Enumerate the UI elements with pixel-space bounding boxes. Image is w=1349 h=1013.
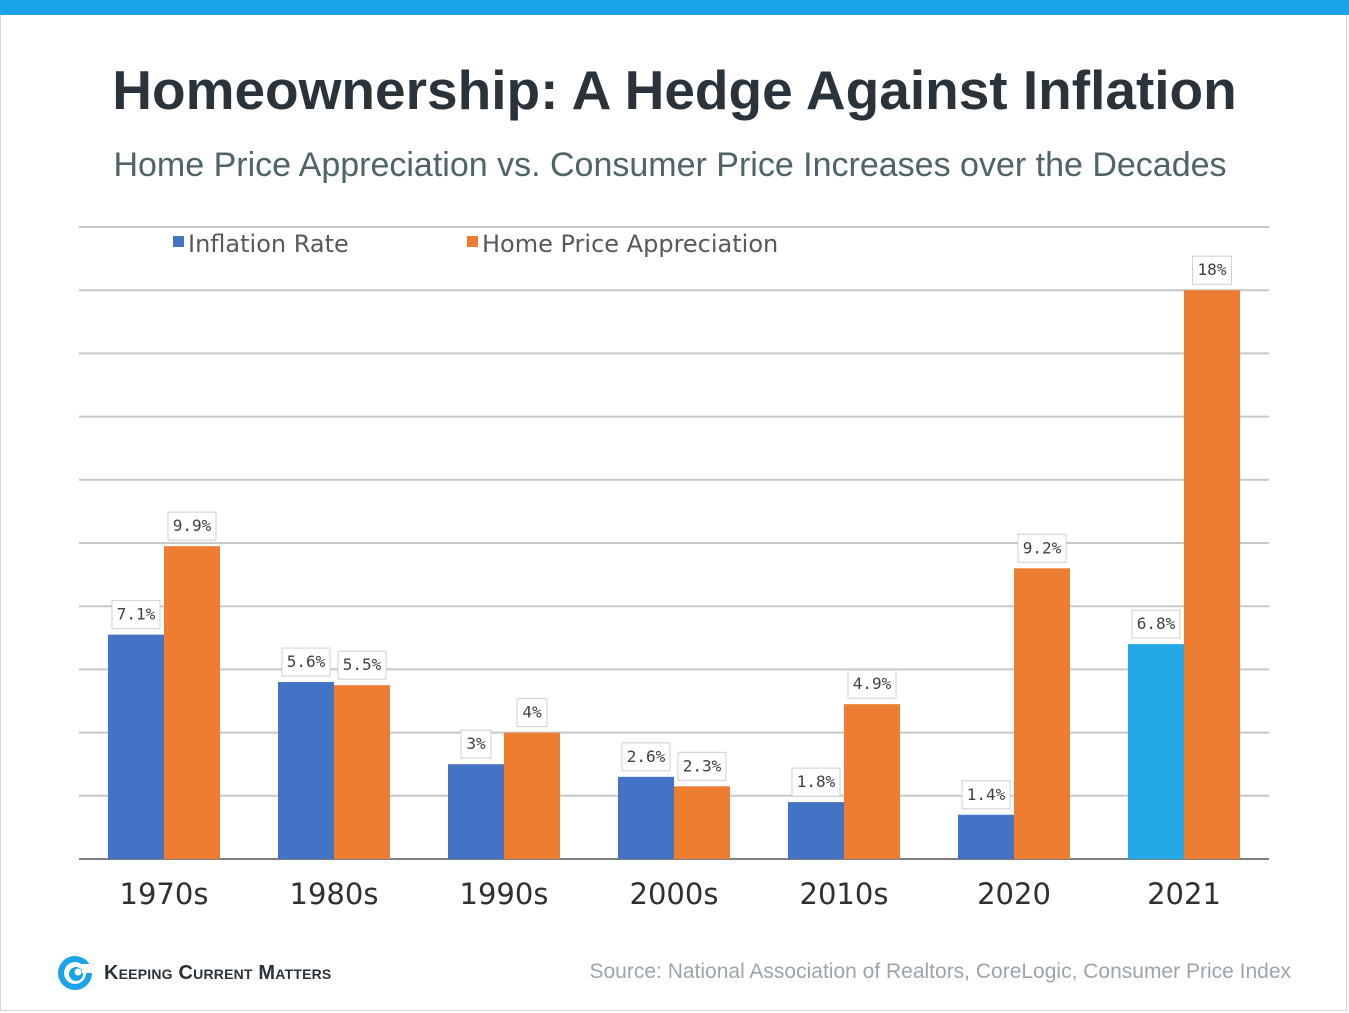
home-price-bar	[334, 685, 390, 859]
data-label: 7.1%	[117, 605, 156, 624]
home-price-bar	[844, 704, 900, 859]
data-label: 9.9%	[173, 516, 212, 535]
data-label-box	[167, 511, 217, 541]
x-tick-label: 2021	[1147, 877, 1221, 911]
inflation-bar	[958, 814, 1014, 859]
data-label: 5.5%	[343, 655, 382, 674]
data-label-box	[1131, 609, 1181, 639]
logo-text: Keeping Current Matters	[104, 961, 332, 984]
data-label: 6.8%	[1137, 614, 1176, 633]
inflation-bar	[448, 764, 504, 859]
x-tick-label: 2010s	[800, 877, 889, 911]
kcm-swirl-logo-icon	[58, 956, 94, 990]
inflation-bar	[108, 634, 164, 859]
inflation-bar	[278, 682, 334, 859]
home-price-bar	[504, 732, 560, 859]
data-label-box	[961, 780, 1011, 810]
inflation-bar	[1128, 644, 1184, 859]
data-label: 1.4%	[967, 785, 1006, 804]
x-tick-label: 1980s	[290, 877, 379, 911]
chart-title: Homeownership: A Hedge Against Inflation	[112, 59, 1237, 121]
data-label: 5.6%	[287, 652, 326, 671]
x-tick-label: 2020	[977, 877, 1051, 911]
data-label-box	[337, 650, 387, 680]
home-price-bar	[1014, 568, 1070, 859]
data-label: 2.6%	[627, 747, 666, 766]
data-label-box	[1192, 255, 1232, 285]
data-label: 1.8%	[797, 772, 836, 791]
data-label-box	[111, 600, 161, 630]
data-label: 2.3%	[683, 756, 722, 775]
data-label-box	[516, 698, 548, 728]
data-label: 4%	[522, 703, 542, 722]
data-label: 4.9%	[853, 674, 892, 693]
data-label-box	[621, 742, 671, 772]
inflation-bar	[788, 802, 844, 859]
data-label-box	[1017, 533, 1067, 563]
legend-inflation-swatch	[173, 236, 184, 247]
x-tick-label: 1990s	[460, 877, 549, 911]
data-label-box	[847, 669, 897, 699]
home-price-bar	[674, 786, 730, 859]
data-label: 9.2%	[1023, 538, 1062, 557]
top-accent-bar	[0, 0, 1349, 15]
legend-home-price-swatch	[467, 236, 478, 247]
chart-subtitle: Home Price Appreciation vs. Consumer Pri…	[113, 146, 1227, 184]
data-label: 3%	[466, 734, 486, 753]
legend-inflation-label: Inflation Rate	[188, 230, 349, 258]
logo: Keeping Current Matters	[56, 954, 331, 992]
home-price-bar	[164, 546, 220, 859]
x-tick-label: 1970s	[120, 877, 209, 911]
legend-home-price-label: Home Price Appreciation	[482, 230, 778, 258]
home-price-bar	[1184, 290, 1240, 859]
inflation-bar	[618, 776, 674, 859]
data-label-box	[677, 751, 727, 781]
data-label-box	[281, 647, 331, 677]
source-note: Source: National Association of Realtors…	[589, 960, 1291, 983]
data-label-box	[460, 729, 492, 759]
x-tick-label: 2000s	[630, 877, 719, 911]
data-label: 18%	[1198, 260, 1227, 279]
data-label-box	[791, 767, 841, 797]
